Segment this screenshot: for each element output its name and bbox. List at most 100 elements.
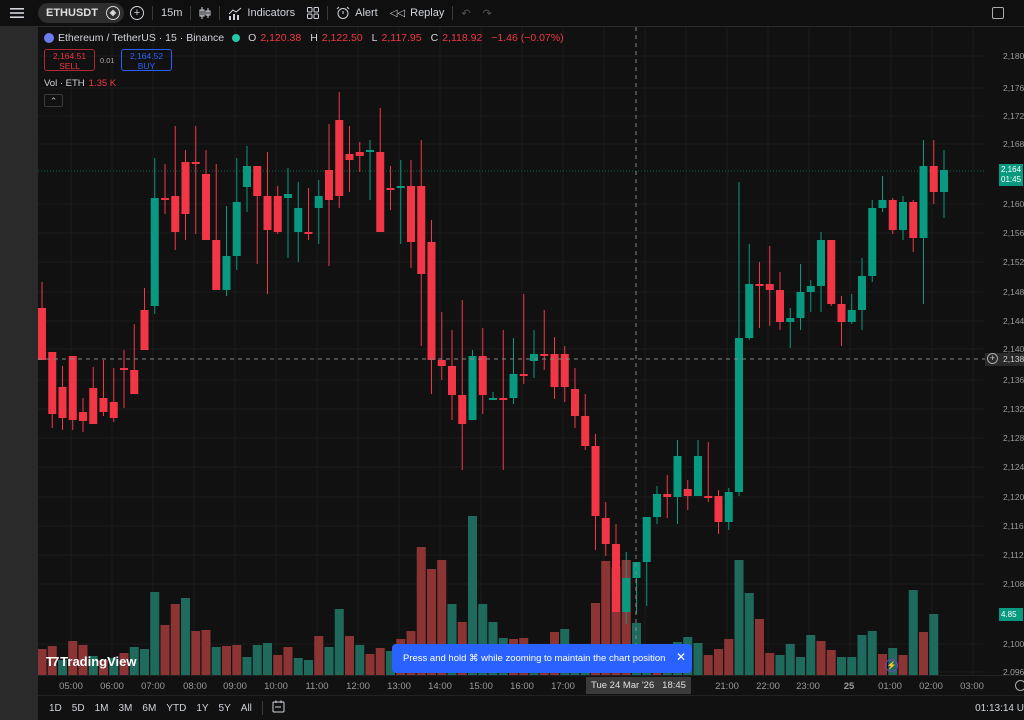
time-axis-label: 06:00: [100, 681, 124, 692]
tradingview-logo[interactable]: T7 TradingView: [46, 654, 137, 669]
divider: [261, 701, 263, 715]
replay-button[interactable]: ◁◁ Replay: [384, 2, 451, 24]
time-axis-label: 14:00: [428, 681, 452, 692]
time-axis-label: 23:00: [796, 681, 820, 692]
divider: [190, 6, 192, 20]
range-button-3m[interactable]: 3M: [118, 702, 133, 714]
menu-button[interactable]: [0, 2, 34, 24]
collapse-legend-button[interactable]: ⌃: [44, 94, 63, 107]
price-axis-label: 2,144: [1003, 316, 1024, 326]
market-status-icon: [232, 34, 241, 42]
top-toolbar: ETHUSDT ◈ + 15m Indicators Alert ◁◁ Repl…: [0, 0, 1024, 27]
crosshair-price: 2,138: [1003, 354, 1024, 364]
price-axis-label: 2,168: [1003, 139, 1024, 149]
time-axis-label: 12:00: [346, 681, 370, 692]
price-axis[interactable]: 2,164 01:45 + 2,138 4.85 2,180 2,176 2,172…: [985, 27, 1024, 677]
add-alert-plus-icon[interactable]: +: [987, 353, 998, 364]
high-key: H: [310, 32, 318, 44]
lightning-icon[interactable]: ⚡: [885, 659, 898, 672]
range-button-all[interactable]: All: [240, 702, 252, 714]
indicators-label: Indicators: [247, 7, 296, 19]
watchlist-diamond-icon[interactable]: ◈: [106, 6, 120, 20]
price-axis-label: 2,128: [1003, 433, 1024, 443]
indicators-button[interactable]: Indicators: [222, 2, 301, 24]
compare-symbol-button[interactable]: +: [124, 2, 150, 24]
buy-button[interactable]: 2,164.52 BUY: [121, 49, 172, 71]
time-axis-label: 02:00: [919, 681, 943, 692]
plus-circle-icon: +: [130, 6, 144, 20]
volume-label: Vol · ETH: [44, 78, 85, 89]
symbol-search-button[interactable]: ETHUSDT ◈: [38, 3, 124, 23]
rewind-icon: ◁◁: [389, 7, 406, 19]
fullscreen-button[interactable]: [986, 2, 1010, 24]
alarm-clock-icon: [336, 6, 350, 19]
settings-gear-icon[interactable]: [1015, 680, 1024, 691]
time-axis-label: 25: [843, 681, 855, 692]
volume-tag: 4.85: [999, 608, 1023, 621]
grid-layout-icon: [307, 7, 320, 19]
buy-price: 2,164.52: [129, 51, 164, 61]
time-axis-label: 21:00: [715, 681, 739, 692]
alert-button[interactable]: Alert: [330, 2, 384, 24]
range-button-1m[interactable]: 1M: [94, 702, 109, 714]
indicators-chart-icon: [229, 7, 242, 20]
price-axis-label: 2,136: [1003, 375, 1024, 385]
price-axis-label: 2,148: [1003, 287, 1024, 297]
chart-type-button[interactable]: [193, 2, 217, 24]
range-button-5y[interactable]: 5Y: [218, 702, 231, 714]
undo-icon: ↶: [461, 7, 471, 20]
price-axis-label: 2,124: [1003, 462, 1024, 472]
crosshair-time-label: Tue 24 Mar '26 18:45: [586, 677, 691, 694]
last-price-tag: 2,164 01:45: [999, 164, 1023, 186]
time-axis-label: 15:00: [469, 681, 493, 692]
divider: [327, 6, 329, 20]
range-button-ytd[interactable]: YTD: [166, 702, 187, 714]
time-axis-label: 03:00: [960, 681, 984, 692]
volume-value: 1.35 K: [88, 78, 117, 89]
replay-label: Replay: [410, 7, 445, 19]
chevron-up-icon: ⌃: [49, 96, 58, 106]
time-axis[interactable]: 03:00 02:00 01:00 25 23:00 22:00 21:00 17:00 16:…: [38, 675, 1024, 695]
calendar-icon: [272, 700, 285, 713]
candlestick-chart[interactable]: [38, 27, 985, 675]
buy-label: BUY: [137, 61, 156, 71]
left-sidebar: [0, 27, 38, 720]
undo-button[interactable]: ↶: [455, 2, 476, 24]
chart-pane[interactable]: Ethereum / TetherUS · 15 · Binance O 2,12…: [38, 27, 985, 675]
time-axis-label: 09:00: [223, 681, 247, 692]
range-button-5d[interactable]: 5D: [71, 702, 85, 714]
price-axis-label: 2,140: [1003, 344, 1024, 354]
time-axis-label: 11:00: [305, 681, 329, 692]
redo-icon: ↷: [482, 7, 492, 20]
sell-button[interactable]: 2,164.51 SELL: [44, 49, 95, 71]
open-value: 2,120.38: [260, 32, 302, 44]
close-key: C: [430, 32, 439, 44]
layouts-button[interactable]: [301, 2, 325, 24]
time-axis-label: 16:00: [510, 681, 534, 692]
range-button-1y[interactable]: 1Y: [196, 702, 209, 714]
sell-price: 2,164.51: [52, 51, 87, 61]
price-axis-label: 2,108: [1003, 579, 1024, 589]
crosshair-price-tag: + 2,138: [985, 353, 1024, 366]
open-key: O: [248, 32, 257, 44]
range-button-1d[interactable]: 1D: [49, 702, 62, 714]
price-axis-label: 2,096: [1003, 667, 1024, 677]
zoom-hint-toast: Press and hold ⌘ while zooming to mainta…: [392, 644, 692, 673]
spread-value: 0.01: [100, 56, 115, 65]
date-range-buttons: 1D 5D 1M 3M 6M YTD 1Y 5Y All: [44, 703, 257, 714]
price-axis-label: 2,176: [1003, 83, 1024, 93]
divider: [452, 6, 454, 20]
branding-label: TradingView: [60, 654, 137, 669]
low-value: 2,117.95: [381, 32, 422, 44]
utc-clock[interactable]: 01:13:14 U: [975, 702, 1024, 714]
close-icon[interactable]: ✕: [675, 650, 686, 664]
symbol-title[interactable]: Ethereum / TetherUS · 15 · Binance: [58, 32, 225, 44]
interval-button[interactable]: 15m: [155, 2, 188, 24]
symbol-label: ETHUSDT: [46, 7, 98, 19]
change-value: −1.46 (−0.07%): [491, 32, 564, 44]
price-axis-label: 2,172: [1003, 111, 1024, 121]
range-button-6m[interactable]: 6M: [142, 702, 157, 714]
go-to-date-button[interactable]: [268, 700, 289, 716]
redo-button[interactable]: ↷: [477, 2, 498, 24]
price-axis-label: 2,160: [1003, 199, 1024, 209]
